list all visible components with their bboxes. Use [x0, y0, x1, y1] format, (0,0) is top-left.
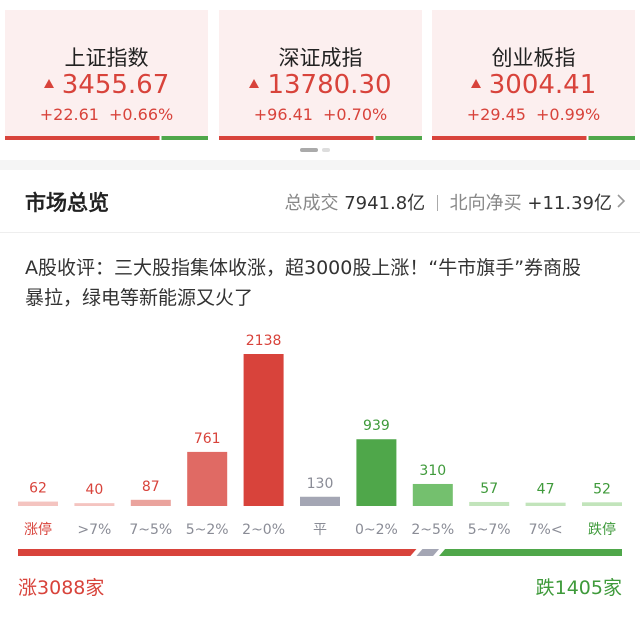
value-label: 40 — [85, 482, 103, 498]
value-label: 47 — [537, 482, 555, 498]
category-label: 5~2% — [186, 522, 229, 538]
northbound-label: 北向净买 — [449, 193, 522, 214]
rule — [0, 232, 640, 233]
category-label: 跌停 — [588, 521, 616, 538]
value-label: 939 — [363, 418, 390, 434]
index-card[interactable]: 创业板指 3004.41 +29.45 +0.99% — [432, 10, 635, 140]
index-change: +22.61 +0.66% — [5, 105, 208, 124]
category-label: >7% — [77, 522, 111, 538]
change: +29.45 — [466, 105, 526, 124]
bar — [300, 496, 340, 506]
percent: +0.99% — [535, 105, 601, 124]
value-label: 62 — [29, 481, 47, 497]
bar — [356, 439, 397, 506]
percent: +0.66% — [108, 105, 174, 124]
value-label: 57 — [480, 481, 498, 497]
value-label: 130 — [307, 476, 334, 492]
bar — [243, 354, 284, 506]
up-arrow — [43, 79, 54, 88]
value-label: 2138 — [246, 333, 282, 349]
value-label: 87 — [142, 479, 160, 495]
index-card[interactable]: 深证成指 13780.30 +96.41 +0.70% — [219, 10, 422, 140]
up-count: 3088 — [37, 577, 86, 599]
ratio-strip — [432, 136, 635, 140]
index-change: +96.41 +0.70% — [219, 105, 422, 124]
bar — [18, 501, 58, 506]
category-label: 涨停 — [24, 521, 52, 538]
category-label: 7%< — [529, 522, 563, 538]
bar — [74, 503, 115, 506]
ratio-strip — [5, 136, 208, 140]
category-label: 7~5% — [129, 522, 172, 538]
index-name: 深证成指 — [278, 46, 363, 70]
category-label: 2~0% — [242, 522, 285, 538]
comment[interactable]: A股收评：三大股指集体收涨，超3000股上涨！“牛市旗手”券商股暴拉，绿电等新能… — [25, 257, 582, 309]
northbound: +11.39亿 — [527, 193, 612, 214]
turnover: 7941.8亿 — [344, 193, 426, 214]
flat-ratio — [416, 549, 440, 556]
up-arrow — [470, 79, 481, 88]
index-name: 上证指数 — [64, 46, 149, 70]
down-summary: 跌1405家 — [536, 573, 622, 600]
value-label: 52 — [593, 481, 611, 497]
bar — [187, 451, 228, 506]
up-summary: 涨3088家 — [18, 573, 104, 600]
unit: 家 — [85, 577, 105, 599]
value-label: 761 — [194, 431, 221, 447]
chart: 62 涨停 40 >7% 87 7~5% 761 5~2% 2138 2~0% 130 平 939 0~2… — [18, 333, 622, 556]
index-value-text: 3004.41 — [488, 70, 597, 100]
index-value-text: 13780.30 — [267, 70, 392, 100]
unit: 家 — [602, 577, 622, 599]
index-change: +29.45 +0.99% — [432, 105, 635, 124]
up-ratio — [18, 549, 417, 556]
arrow-shape — [470, 79, 481, 88]
category-label: 5~7% — [468, 522, 511, 538]
section-title: 市场总览 — [25, 191, 109, 215]
down-label: 跌 — [535, 577, 555, 599]
down-ratio — [439, 549, 622, 556]
turnover-label: 总成交 — [284, 193, 339, 214]
index-card[interactable]: 上证指数 3455.67 +22.61 +0.66% — [5, 10, 208, 140]
page-dot — [300, 148, 318, 152]
category-label: 平 — [313, 522, 327, 538]
change: +22.61 — [39, 105, 99, 124]
ratio-strip — [219, 136, 422, 140]
down-count: 1405 — [554, 577, 603, 599]
percent: +0.70% — [322, 105, 388, 124]
bar — [582, 502, 622, 506]
category-label: 2~5% — [411, 522, 454, 538]
up-arrow — [249, 79, 260, 88]
separator — [436, 195, 438, 211]
index-name: 创业板指 — [491, 46, 576, 70]
bar — [412, 483, 453, 506]
arrow-shape — [43, 79, 54, 88]
page-dot — [322, 148, 330, 152]
bar — [525, 502, 566, 506]
up-label: 涨 — [18, 577, 38, 599]
overview-stats[interactable]: 总成交 7941.8亿 北向净买 +11.39亿 — [284, 189, 612, 215]
arrow-shape — [249, 79, 260, 88]
bar — [130, 499, 171, 506]
index-value: 3004.41 — [432, 70, 635, 100]
divider — [0, 160, 640, 170]
index-value: 13780.30 — [219, 70, 422, 100]
value-label: 310 — [419, 463, 446, 479]
index-value-text: 3455.67 — [61, 70, 170, 100]
index-value: 3455.67 — [5, 70, 208, 100]
category-label: 0~2% — [355, 522, 398, 538]
bar — [469, 501, 510, 506]
chevron — [617, 194, 626, 208]
change: +96.41 — [253, 105, 313, 124]
